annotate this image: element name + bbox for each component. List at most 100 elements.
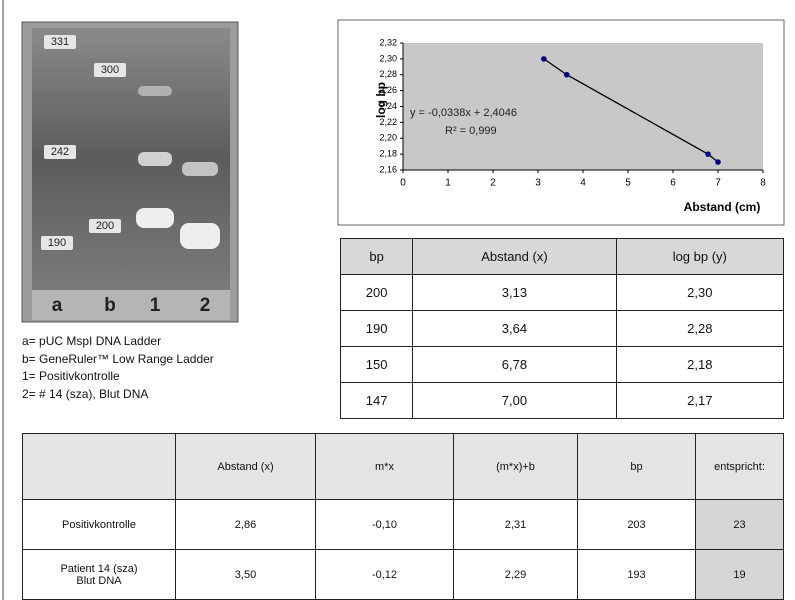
header-cell: log bp (y) bbox=[615, 238, 785, 275]
legend-line: a= pUC MspI DNA Ladder bbox=[22, 334, 162, 348]
band bbox=[138, 86, 172, 96]
x-tick-label: 7 bbox=[715, 178, 721, 189]
point bbox=[705, 151, 711, 157]
y-tick-label: 2,18 bbox=[379, 149, 397, 159]
legend-line: 2= # 14 (sza), Blut DNA bbox=[22, 386, 149, 401]
band-label: 300 bbox=[101, 64, 119, 76]
legend-line: b= GeneRuler™ Low Range Ladder bbox=[22, 351, 214, 366]
x-tick-label: 8 bbox=[760, 178, 766, 189]
point bbox=[715, 159, 721, 165]
band-label-box bbox=[44, 145, 76, 159]
band bbox=[180, 223, 220, 249]
gel-label-strip bbox=[32, 290, 230, 320]
row-label: Positivkontrolle bbox=[22, 499, 176, 550]
band-label-box bbox=[41, 236, 73, 250]
band-label-box bbox=[94, 63, 126, 77]
cell: 2,17 bbox=[615, 382, 785, 419]
band-label: 190 bbox=[48, 237, 66, 249]
header-cell: m*x bbox=[315, 433, 454, 500]
cell: 193 bbox=[577, 549, 696, 600]
cell: 6,78 bbox=[412, 346, 617, 383]
header-row: Abstand (x) m*x (m*x)+b bp entspricht: bbox=[22, 433, 784, 500]
cell: 2,30 bbox=[615, 274, 785, 311]
row: Positivkontrolle 2,86 -0,10 2,31 203 23 bbox=[22, 499, 784, 550]
x-axis-title: Abstand (cm) bbox=[684, 200, 761, 214]
y-tick-label: 2,26 bbox=[379, 85, 397, 95]
row: 200 3,13 2,30 bbox=[339, 274, 785, 311]
cell: 2,31 bbox=[453, 499, 578, 550]
table-calibration: bp Abstand (x) log bp (y) 200 3,13 2,30 190 3,6… bbox=[339, 238, 785, 419]
band-label: 242 bbox=[51, 146, 69, 158]
annotation: R² = 0,999 bbox=[445, 125, 497, 137]
cell: 3,50 bbox=[175, 549, 316, 600]
cell: 7,00 bbox=[412, 382, 617, 419]
plot-area bbox=[403, 43, 763, 170]
band-label: 331 bbox=[51, 36, 69, 48]
lane-label: a bbox=[52, 295, 63, 316]
cell: 3,13 bbox=[412, 274, 617, 311]
x-tick-label: 0 bbox=[400, 178, 406, 189]
row-label-line: Positivkontrolle bbox=[62, 518, 136, 531]
cell: 150 bbox=[339, 346, 414, 383]
gel-bands bbox=[136, 86, 220, 249]
header-row: bp Abstand (x) log bp (y) bbox=[339, 238, 785, 275]
y-axis-title: log bp bbox=[374, 82, 388, 118]
cell: 19 bbox=[695, 549, 784, 600]
header-cell: Abstand (x) bbox=[412, 238, 617, 275]
trendline bbox=[543, 58, 719, 163]
band bbox=[136, 208, 174, 228]
y-tick-label: 2,28 bbox=[379, 69, 397, 79]
lane-label: 2 bbox=[200, 295, 211, 316]
row: 190 3,64 2,28 bbox=[339, 310, 785, 347]
legend-line: 1= Positivkontrolle bbox=[22, 369, 120, 383]
cell: 3,64 bbox=[412, 310, 617, 347]
x-tick-label: 2 bbox=[490, 178, 496, 189]
row: Patient 14 (sza) Blut DNA 3,50 -0,12 2,29 193… bbox=[22, 549, 784, 600]
header-cell: bp bbox=[577, 433, 696, 500]
band-label: 200 bbox=[96, 220, 114, 232]
band-label-box bbox=[89, 219, 121, 233]
band bbox=[182, 162, 218, 176]
lane-label: 1 bbox=[150, 295, 161, 316]
header-cell: (m*x)+b bbox=[453, 433, 578, 500]
y-tick-label: 2,22 bbox=[379, 117, 397, 127]
y-tick-label: 2,20 bbox=[379, 133, 397, 143]
row: 150 6,78 2,18 bbox=[339, 346, 785, 383]
row: 147 7,00 2,17 bbox=[339, 382, 785, 419]
cell: -0,10 bbox=[315, 499, 454, 550]
y-tick-label: 2,30 bbox=[379, 53, 397, 63]
y-tick-label: 2,24 bbox=[379, 101, 397, 111]
cell: 2,28 bbox=[615, 310, 785, 347]
cell: 2,86 bbox=[175, 499, 316, 550]
band-label-box bbox=[44, 35, 76, 49]
x-tick-label: 6 bbox=[670, 178, 676, 189]
y-tick-label: 2,16 bbox=[379, 164, 397, 174]
cell: 2,18 bbox=[615, 346, 785, 383]
y-tick-label: 2,32 bbox=[379, 37, 397, 47]
point bbox=[541, 56, 547, 62]
cell: 203 bbox=[577, 499, 696, 550]
band bbox=[138, 152, 172, 166]
x-tick-label: 1 bbox=[445, 178, 451, 189]
corner-cell bbox=[22, 433, 176, 500]
row-label: Patient 14 (sza) Blut DNA bbox=[22, 549, 176, 600]
row-label-line: Blut DNA bbox=[76, 574, 122, 587]
cell: 2,29 bbox=[453, 549, 578, 600]
cell: 23 bbox=[695, 499, 784, 550]
cell: 200 bbox=[339, 274, 414, 311]
x-tick-label: 4 bbox=[580, 178, 586, 189]
point bbox=[564, 71, 570, 78]
legend: a= pUC MspI DNA Ladder b= GeneRuler™ Low … bbox=[22, 333, 214, 403]
x-tick-label: 5 bbox=[625, 178, 631, 189]
x-tick-label: 3 bbox=[535, 178, 541, 189]
header-cell: entspricht: bbox=[695, 433, 784, 500]
cell: 190 bbox=[339, 310, 414, 347]
row-label-line: Patient 14 (sza) bbox=[60, 562, 138, 575]
cell: -0,12 bbox=[315, 549, 454, 600]
lane-label: b bbox=[104, 295, 116, 316]
header-cell: bp bbox=[339, 238, 414, 275]
cell: 147 bbox=[339, 382, 414, 419]
table-results: Abstand (x) m*x (m*x)+b bp entspricht: Positi… bbox=[22, 433, 784, 600]
